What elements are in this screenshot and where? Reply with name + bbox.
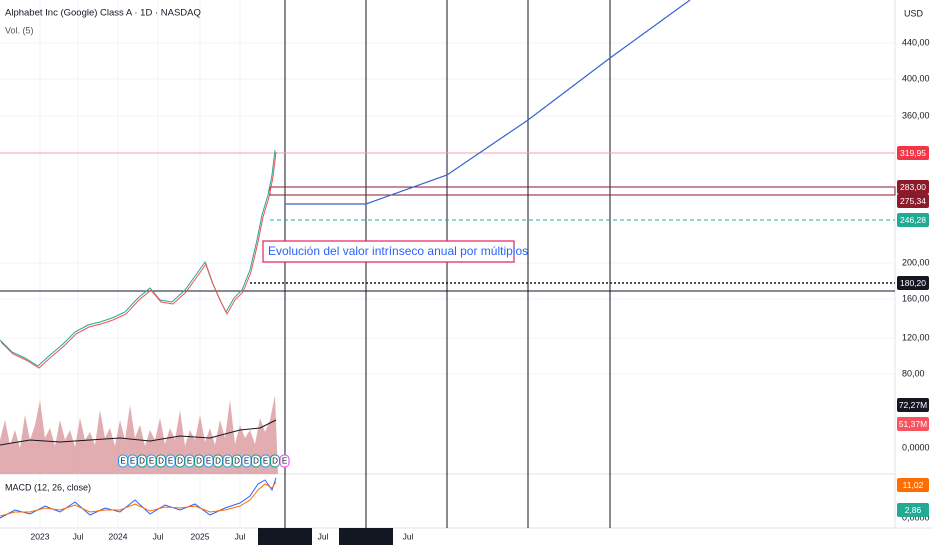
- time-label: Jul: [73, 531, 84, 541]
- time-label: Jul: [318, 531, 329, 541]
- event-label: E: [130, 457, 135, 466]
- time-badge: [258, 528, 312, 545]
- event-label: D: [139, 457, 145, 466]
- event-label: E: [120, 457, 125, 466]
- symbol-title: Alphabet Inc (Google) Class A · 1D · NAS…: [5, 8, 201, 19]
- price-axis: 440,00 400,00 360,00 200,00 160,00 120,0…: [902, 37, 930, 522]
- event-label: D: [253, 457, 259, 466]
- badge-label: 319,95: [900, 148, 926, 158]
- tick-label: 400,00: [902, 73, 930, 83]
- time-label: 2023: [31, 531, 50, 541]
- volume-label: Vol. (5): [5, 25, 34, 35]
- tick-label: 0,0000: [902, 512, 930, 522]
- currency: USD: [904, 8, 924, 18]
- tick-label: 80,00: [902, 368, 925, 378]
- badge-label: 2,86: [905, 505, 922, 515]
- price-badge: [897, 194, 929, 208]
- signal-line: [0, 481, 277, 517]
- event-label: E: [206, 457, 211, 466]
- price-badges: 319,95 283,00 275,34 246,28 180,20 72,27M 51,3…: [897, 146, 929, 517]
- time-label: Jul: [235, 531, 246, 541]
- badge-label: 51,37M: [899, 419, 927, 429]
- event-marker: [279, 454, 290, 468]
- time-label: jue 31 Dic '26: [339, 531, 392, 541]
- event-label: E: [187, 457, 192, 466]
- price-series: [0, 151, 277, 369]
- price-badge: [897, 276, 929, 290]
- time-label: Jul: [403, 531, 414, 541]
- tick-label: 360,00: [902, 110, 930, 120]
- time-axis: 2023 Jul 2024 Jul 2025 Jul vie 02 Ene '26 Jul ju…: [31, 528, 414, 545]
- event-label: E: [168, 457, 173, 466]
- vertical-lines: [284, 0, 611, 528]
- event-label: D: [177, 457, 183, 466]
- price-badge: [897, 503, 929, 517]
- event-label: D: [196, 457, 202, 466]
- event-label: D: [234, 457, 240, 466]
- event-label: E: [149, 457, 154, 466]
- badge-label: 275,34: [900, 196, 926, 206]
- tick-label: 120,00: [902, 332, 930, 342]
- annotation: Evolución del valor intrínseco anual por…: [268, 244, 528, 258]
- time-label: Jul: [153, 531, 164, 541]
- price-badge: [897, 146, 929, 160]
- price-badge: [897, 478, 929, 492]
- volume-ma: [0, 419, 277, 446]
- badge-label: 11,02: [903, 480, 924, 490]
- price-badge: [897, 180, 929, 194]
- event-label: E: [263, 457, 268, 466]
- price-badge: [897, 417, 929, 431]
- time-label: 2025: [191, 531, 210, 541]
- price-badge: [897, 398, 929, 412]
- macd-label: MACD (12, 26, close): [5, 482, 91, 492]
- tick-label: 440,00: [902, 37, 930, 47]
- volume-bars: [0, 395, 278, 474]
- time-badge: [339, 528, 393, 545]
- event-label: D: [215, 457, 221, 466]
- time-label: vie 02 Ene '26: [258, 531, 312, 541]
- badge-label: 246,28: [900, 215, 926, 225]
- price-badge: [897, 213, 929, 227]
- valuation-line: [285, 0, 691, 205]
- tick-label: 0,0000: [902, 442, 930, 452]
- event-label: E: [244, 457, 249, 466]
- event-label: D: [272, 457, 278, 466]
- event-label: E: [225, 457, 230, 466]
- event-label: E: [282, 457, 287, 466]
- tick-label: 200,00: [902, 257, 930, 267]
- event-label: D: [158, 457, 164, 466]
- badge-label: 72,27M: [899, 400, 927, 410]
- price-series: [0, 149, 276, 367]
- badge-label: 283,00: [900, 182, 926, 192]
- badge-label: 180,20: [900, 278, 926, 288]
- annotation-box: [262, 240, 515, 263]
- tick-label: 160,00: [902, 293, 930, 303]
- time-label: 2024: [109, 531, 128, 541]
